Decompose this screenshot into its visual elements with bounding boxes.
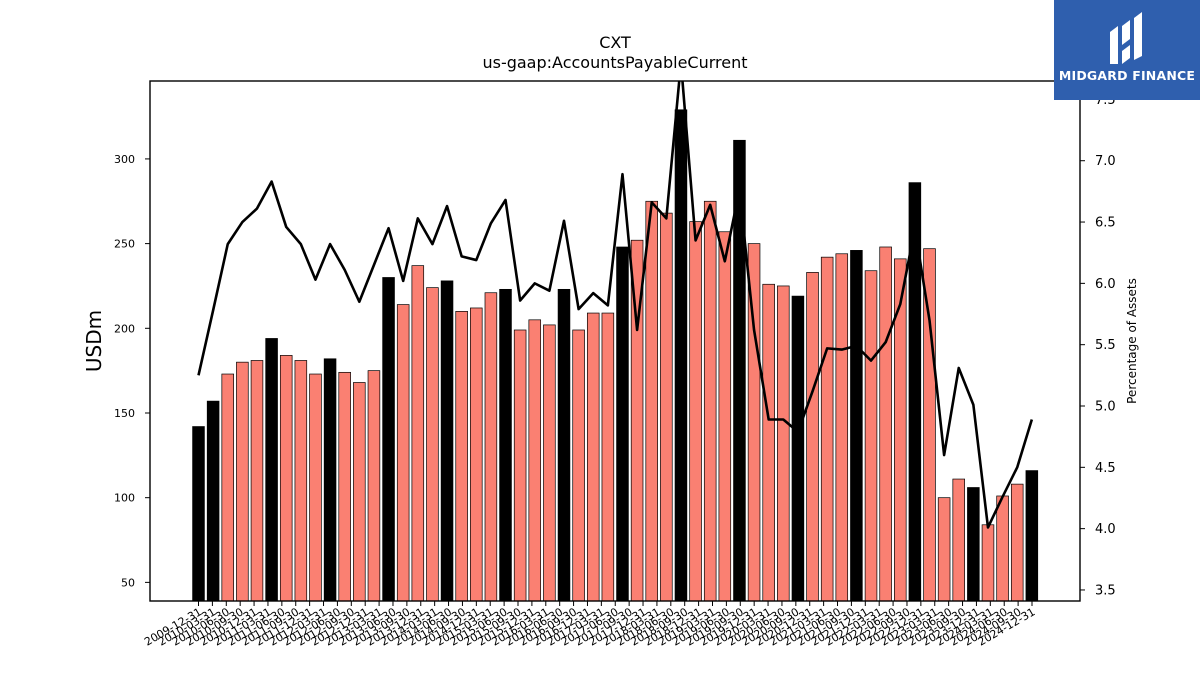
y-axis-label: USDm [82, 310, 106, 372]
bar [996, 495, 1009, 601]
bar [440, 280, 454, 601]
bar [455, 311, 468, 601]
bar [221, 373, 234, 601]
bar [703, 200, 717, 601]
logo-mark-icon [1110, 12, 1142, 64]
bar [572, 329, 585, 601]
bar [382, 277, 395, 601]
y-axis-right-label: Percentage of Assets [1125, 278, 1139, 404]
bar-series [192, 109, 1039, 601]
bar [689, 221, 702, 601]
bar [557, 288, 571, 601]
bar [937, 497, 951, 601]
axes: 50 100 150 200 250 300 3.5 4.0 4.5 5.0 5.5 6.0 6.5 7.… [114, 80, 1116, 649]
bar [820, 256, 834, 601]
bar [674, 109, 688, 601]
bar [967, 487, 980, 601]
bar [411, 265, 425, 601]
bar [747, 243, 761, 601]
bar [616, 246, 629, 601]
bar [309, 373, 322, 601]
bar [660, 212, 673, 601]
bar [543, 324, 556, 601]
y-right-tick-label: 5.5 [1095, 338, 1116, 353]
bar [206, 400, 220, 601]
bar [601, 312, 615, 601]
y-right-tick-label: 6.5 [1095, 216, 1116, 231]
bar [353, 382, 366, 601]
bar [338, 371, 351, 601]
bar [192, 426, 205, 601]
y-tick-label: 300 [114, 153, 135, 166]
bar [981, 524, 995, 601]
bar [1025, 470, 1039, 601]
bar [806, 272, 819, 601]
bar [484, 292, 498, 601]
y-right-tick-label: 7.0 [1095, 154, 1116, 169]
bar [850, 250, 863, 601]
bar [630, 239, 644, 601]
bar [250, 360, 264, 601]
bar [835, 253, 849, 601]
bar [879, 246, 892, 601]
y-right-tick-label: 4.5 [1095, 461, 1116, 476]
bar [864, 270, 878, 601]
bar [791, 295, 805, 601]
chart-title: CXT [599, 33, 631, 52]
bar [396, 304, 410, 601]
bar [733, 139, 746, 601]
logo-text: MIDGARD FINANCE [1058, 68, 1196, 83]
y-right-tick-label: 3.5 [1095, 583, 1116, 598]
y-right-tick-label: 6.0 [1095, 277, 1116, 292]
bar [777, 285, 790, 601]
bar [294, 360, 308, 601]
bar [1010, 483, 1024, 601]
y-tick-label: 150 [114, 407, 135, 420]
y-right-tick-label: 5.0 [1095, 400, 1116, 415]
y-tick-label: 50 [121, 576, 135, 589]
y-tick-label: 100 [114, 492, 135, 505]
bar [470, 307, 483, 601]
bar [645, 200, 658, 601]
bar [499, 288, 512, 601]
y-tick-label: 250 [114, 238, 135, 251]
bar [923, 248, 936, 601]
bar [323, 358, 337, 601]
bar [586, 312, 600, 601]
bar [426, 287, 439, 601]
bar [718, 231, 732, 601]
bar [279, 355, 293, 601]
chart-subtitle: us-gaap:AccountsPayableCurrent [482, 53, 747, 72]
bar [952, 478, 965, 601]
percentage-line [197, 81, 1034, 529]
bar [513, 329, 527, 601]
bar [236, 361, 249, 601]
line-series [197, 81, 1034, 529]
brand-logo: MIDGARD FINANCE [1054, 0, 1200, 100]
bar [265, 338, 278, 601]
bar [762, 283, 775, 601]
bar [894, 258, 907, 601]
bar [528, 319, 542, 601]
y-right-tick-label: 4.0 [1095, 522, 1116, 537]
bar [367, 370, 381, 601]
bar [908, 182, 922, 601]
y-tick-label: 200 [114, 322, 135, 335]
